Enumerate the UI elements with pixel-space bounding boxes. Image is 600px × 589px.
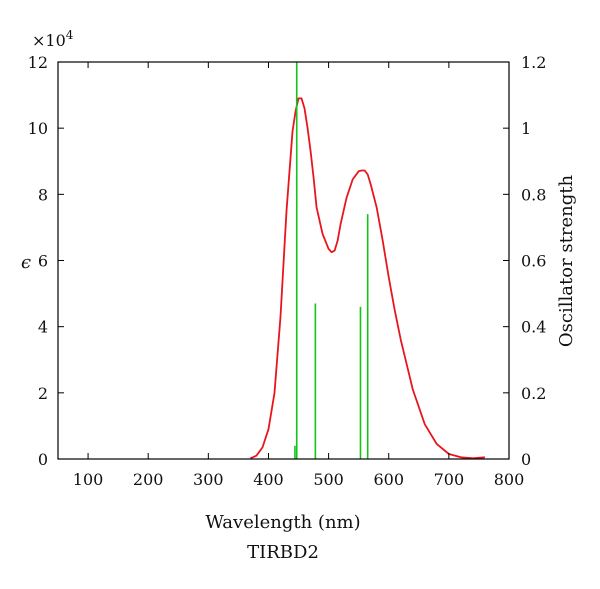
x-axis-title: Wavelength (nm): [205, 512, 360, 533]
left-y-tick-label: 6: [38, 252, 48, 271]
left-y-axis-ticks: 0 2 4 6 8 10 12: [28, 53, 64, 469]
x-tick-label: 600: [373, 470, 404, 489]
right-y-tick-label: 0.2: [521, 384, 546, 403]
right-y-tick-label: 1.2: [521, 53, 546, 72]
right-y-tick-label: 0: [521, 450, 531, 469]
absorption-curve: [250, 97, 485, 460]
right-y-tick-label: 1: [521, 119, 531, 138]
left-y-tick-label: 2: [38, 384, 48, 403]
x-tick-label: 700: [434, 470, 465, 489]
right-y-axis-ticks: 0 0.2 0.4 0.6 0.8 1 1.2: [503, 53, 546, 469]
x-tick-label: 100: [73, 470, 104, 489]
left-y-tick-label: 4: [38, 318, 48, 337]
right-y-tick-label: 0.8: [521, 185, 546, 204]
right-y-tick-label: 0.4: [521, 318, 546, 337]
x-tick-label: 500: [313, 470, 344, 489]
x-tick-label: 400: [253, 470, 284, 489]
chart-caption: TIRBD2: [247, 542, 319, 563]
left-y-tick-label: 0: [38, 450, 48, 469]
left-axis-multiplier: ×104: [32, 28, 74, 50]
left-y-tick-label: 12: [28, 53, 48, 72]
x-tick-label: 800: [494, 470, 525, 489]
left-y-tick-label: 8: [38, 185, 48, 204]
plot-marks: [250, 62, 485, 460]
x-tick-label: 300: [193, 470, 224, 489]
left-y-axis-title: ϵ: [21, 252, 31, 273]
right-y-tick-label: 0.6: [521, 252, 546, 271]
x-tick-label: 200: [133, 470, 164, 489]
left-y-tick-label: 10: [28, 119, 48, 138]
right-y-axis-title: Oscillator strength: [556, 175, 577, 348]
x-axis-ticks: 100 200 300 400 500 600 700 800: [73, 62, 524, 489]
